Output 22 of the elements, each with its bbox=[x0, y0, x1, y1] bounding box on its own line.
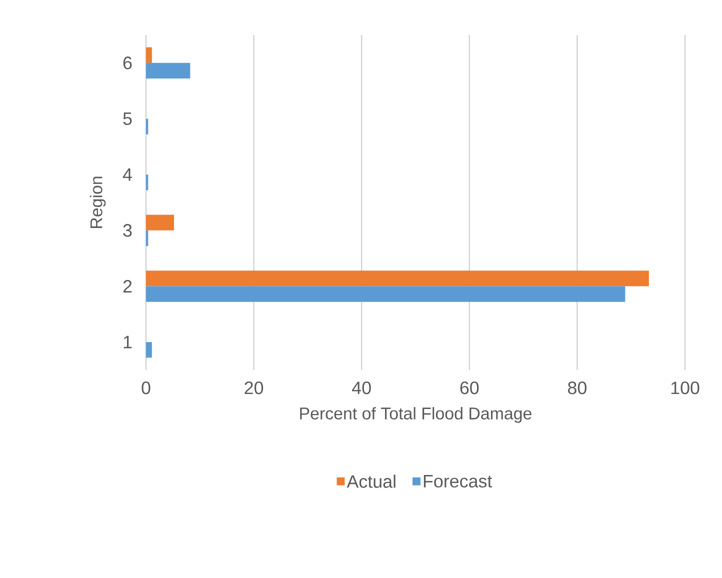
x-tick-label: 80 bbox=[568, 382, 586, 394]
y-tick-label: 2 bbox=[123, 280, 132, 293]
x-tick-label: 40 bbox=[352, 382, 371, 394]
bar bbox=[146, 342, 152, 358]
y-tick-label: 1 bbox=[124, 336, 132, 348]
bar bbox=[146, 286, 626, 302]
legend-label: Forecast bbox=[424, 475, 492, 488]
x-tick-label: 0 bbox=[142, 382, 150, 394]
x-tick-label: 100 bbox=[671, 382, 700, 394]
x-tick-label: 20 bbox=[244, 382, 264, 394]
y-axis-title: Region bbox=[90, 176, 106, 228]
bar bbox=[146, 270, 649, 286]
x-axis-title: Percent of Total Flood Damage bbox=[300, 407, 532, 423]
y-tick-label: 6 bbox=[123, 56, 132, 70]
y-tick-label: 3 bbox=[123, 224, 132, 237]
legend-label: Actual bbox=[346, 474, 396, 488]
y-tick-label: 4 bbox=[122, 168, 132, 181]
y-tick-label: 5 bbox=[123, 112, 132, 125]
bar bbox=[146, 62, 190, 79]
bar bbox=[146, 214, 174, 230]
x-tick-label: 60 bbox=[460, 382, 479, 394]
bar bbox=[146, 47, 152, 63]
